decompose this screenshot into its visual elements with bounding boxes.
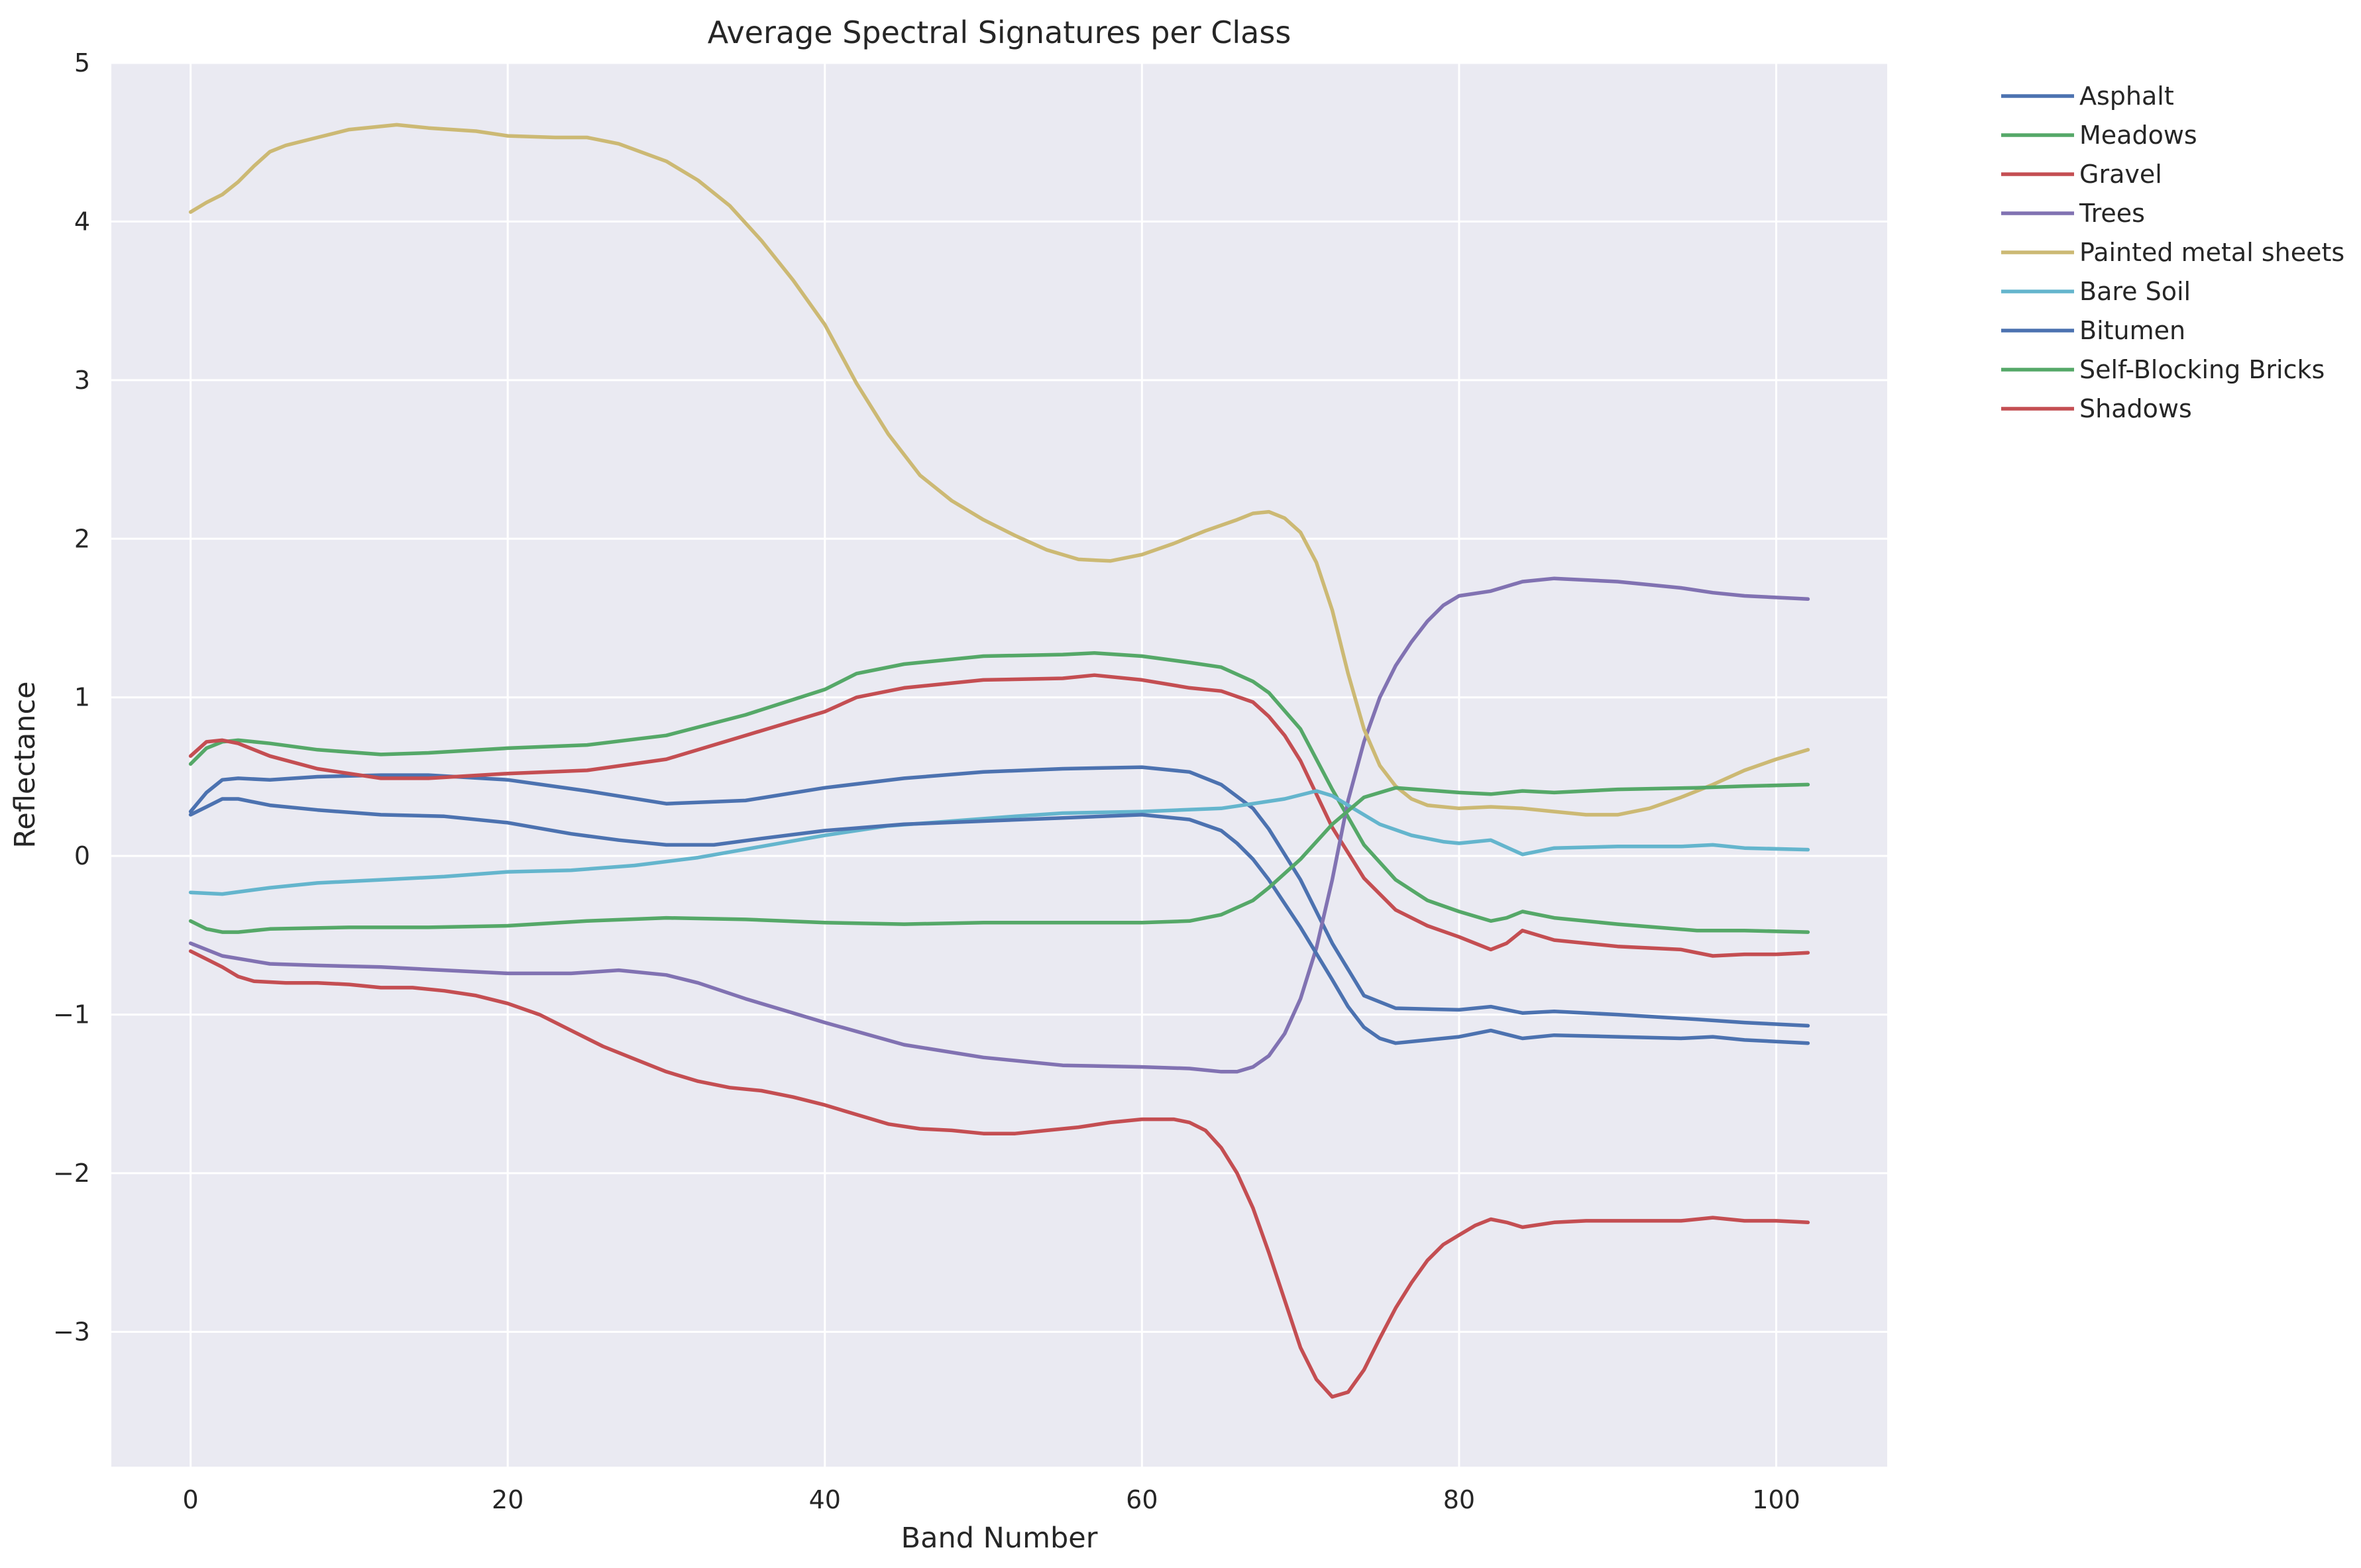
tick-labels: 0 20 40 60 80 100 −3 −2 −1 0 1 2 3 4 5 xyxy=(53,48,1800,1514)
legend-entry-label: Bitumen xyxy=(2079,316,2185,345)
x-tick-label: 40 xyxy=(809,1485,841,1514)
legend-entry-label: Asphalt xyxy=(2079,81,2174,111)
x-tick-label: 20 xyxy=(492,1485,523,1514)
series-line-bitumen xyxy=(188,797,1810,1045)
y-tick-label: 4 xyxy=(74,207,90,236)
x-tick-label: 80 xyxy=(1443,1485,1475,1514)
series-line-bare-soil xyxy=(188,789,1810,896)
y-tick-label: 5 xyxy=(74,48,90,78)
x-tick-label: 60 xyxy=(1126,1485,1158,1514)
y-tick-label: 0 xyxy=(74,841,90,870)
legend-entry-label: Self-Blocking Bricks xyxy=(2079,355,2325,384)
y-tick-label: −3 xyxy=(53,1317,90,1346)
x-axis-label: Band Number xyxy=(901,1522,1098,1555)
legend-entry-label: Shadows xyxy=(2079,394,2192,423)
series-line-gravel xyxy=(188,673,1810,958)
series-line-trees xyxy=(188,576,1810,1074)
series-lines xyxy=(188,123,1810,1399)
legend-entry-label: Painted metal sheets xyxy=(2079,238,2344,267)
legend-entry-label: Trees xyxy=(2079,199,2145,228)
gridlines xyxy=(111,62,1887,1467)
y-axis-label: Reflectance xyxy=(9,681,42,848)
chart-title: Average Spectral Signatures per Class xyxy=(708,15,1291,50)
legend-entry-label: Gravel xyxy=(2079,160,2162,189)
series-line-painted-metal-sheets xyxy=(188,123,1810,817)
legend-entry-label: Meadows xyxy=(2079,121,2197,150)
y-tick-label: 1 xyxy=(74,683,90,712)
y-tick-label: 3 xyxy=(74,366,90,395)
y-tick-label: −1 xyxy=(53,1000,90,1029)
legend: Asphalt Meadows Gravel Trees Painted metal s… xyxy=(2001,81,2344,423)
x-tick-label: 100 xyxy=(1752,1485,1800,1514)
legend-entry-label: Bare Soil xyxy=(2079,277,2191,306)
series-line-shadows xyxy=(188,949,1810,1399)
x-tick-label: 0 xyxy=(183,1485,199,1514)
y-tick-label: −2 xyxy=(53,1159,90,1188)
y-tick-label: 2 xyxy=(74,524,90,553)
plot-area xyxy=(111,63,1887,1467)
series-line-asphalt xyxy=(188,765,1810,1028)
series-line-self-blocking-bricks xyxy=(188,782,1810,934)
series-line-meadows xyxy=(188,651,1810,934)
